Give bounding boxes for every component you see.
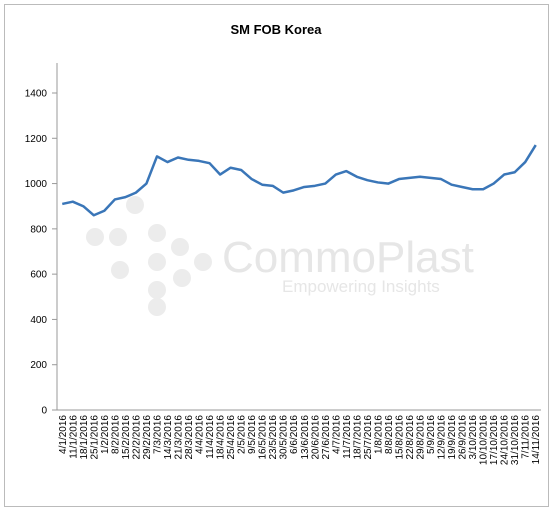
x-tick-label: 4/4/2016 [195, 415, 206, 454]
x-tick-label: 18/4/2016 [216, 415, 227, 460]
x-tick-label: 14/3/2016 [163, 415, 174, 460]
x-tick-label: 6/6/2016 [289, 415, 300, 454]
x-tick-label: 14/11/2016 [531, 415, 542, 465]
y-tick-label: 200 [30, 360, 47, 371]
x-tick-label: 11/1/2016 [68, 415, 79, 459]
x-tick-label: 18/1/2016 [79, 415, 90, 460]
y-tick-label: 600 [30, 270, 47, 281]
x-tick-label: 1/2/2016 [100, 415, 111, 454]
x-tick-label: 16/5/2016 [258, 415, 269, 460]
x-tick-label: 8/8/2016 [384, 415, 395, 454]
watermark-tagline: Empowering Insights [282, 277, 440, 296]
x-tick-label: 25/7/2016 [363, 415, 374, 460]
x-tick-label: 10/10/2016 [479, 415, 490, 465]
x-tick-label: 29/2/2016 [142, 415, 153, 460]
x-tick-label: 15/8/2016 [394, 415, 405, 460]
x-tick-label: 26/9/2016 [458, 415, 469, 460]
y-tick-label: 800 [30, 224, 47, 235]
y-tick-label: 1000 [25, 179, 48, 190]
chart-title: SM FOB Korea [230, 22, 322, 37]
x-tick-label: 11/7/2016 [342, 415, 353, 459]
y-tick-label: 1200 [25, 134, 48, 145]
x-tick-label: 12/9/2016 [437, 415, 448, 460]
x-tick-label: 3/10/2016 [468, 415, 479, 460]
x-tick-label: 19/9/2016 [447, 415, 458, 460]
x-tick-label: 4/1/2016 [58, 415, 69, 454]
x-tick-label: 28/3/2016 [184, 415, 195, 460]
x-tick-label: 25/4/2016 [226, 415, 237, 460]
x-tick-label: 11/4/2016 [205, 415, 216, 459]
watermark: CommoPlast [222, 233, 474, 282]
x-tick-label: 20/6/2016 [310, 415, 321, 460]
y-tick-label: 0 [41, 406, 47, 417]
x-tick-label: 31/10/2016 [510, 415, 521, 465]
x-tick-label: 25/1/2016 [89, 415, 100, 460]
x-tick-label: 7/3/2016 [152, 415, 163, 454]
x-tick-label: 17/10/2016 [489, 415, 500, 465]
x-tick-label: 1/8/2016 [373, 415, 384, 454]
watermark-dots [86, 196, 212, 316]
x-tick-label: 22/2/2016 [131, 415, 142, 460]
y-tick-label: 1400 [25, 89, 48, 100]
y-tick-label: 400 [30, 315, 47, 326]
x-tick-label: 4/7/2016 [331, 415, 342, 454]
x-tick-label: 2/5/2016 [237, 415, 248, 454]
x-tick-label: 7/11/2016 [521, 415, 532, 459]
x-tick-label: 29/8/2016 [416, 415, 427, 460]
x-tick-label: 18/7/2016 [352, 415, 363, 460]
x-tick-label: 21/3/2016 [174, 415, 185, 460]
x-tick-label: 22/8/2016 [405, 415, 416, 460]
x-tick-label: 27/6/2016 [321, 415, 332, 460]
x-tick-label: 24/10/2016 [500, 415, 511, 465]
x-tick-label: 9/5/2016 [247, 415, 258, 454]
chart-frame [4, 4, 549, 507]
x-tick-label: 8/2/2016 [110, 415, 121, 454]
x-tick-label: 15/2/2016 [121, 415, 132, 460]
x-tick-label: 23/5/2016 [268, 415, 279, 460]
x-tick-label: 30/5/2016 [279, 415, 290, 460]
x-tick-label: 5/9/2016 [426, 415, 437, 454]
line [61, 144, 537, 217]
x-tick-label: 13/6/2016 [300, 415, 311, 460]
